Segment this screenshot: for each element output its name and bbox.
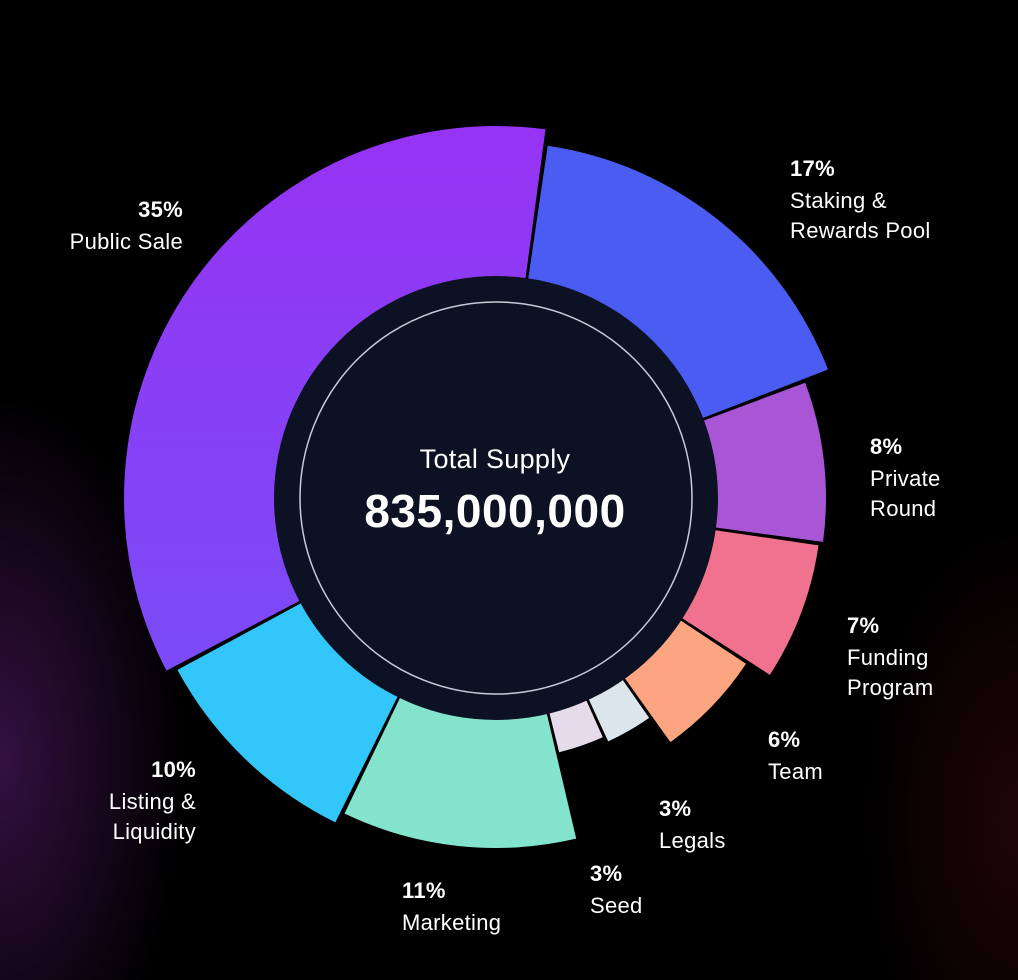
donut-slice-private-round: [696, 382, 826, 542]
donut-slice-staking-rewards-pool: [527, 145, 829, 421]
legend-label-team: 6% Team: [768, 725, 823, 787]
slice-percent: 17%: [790, 156, 835, 181]
legend-label-legals: 3% Legals: [659, 794, 726, 856]
slice-percent: 35%: [138, 197, 183, 222]
slice-percent: 11%: [402, 878, 446, 903]
legend-label-funding-program: 7% Funding Program: [847, 611, 933, 703]
legend-label-public-sale: 35% Public Sale: [70, 195, 183, 257]
slice-name: Staking & Rewards Pool: [790, 188, 931, 243]
center-disc: [274, 276, 718, 720]
slice-name: Team: [768, 759, 823, 784]
donut-slice-public-sale: [124, 126, 546, 671]
slice-name: Legals: [659, 828, 726, 853]
slice-percent: 10%: [151, 757, 196, 782]
total-supply-value: 835,000,000: [364, 485, 626, 537]
slice-percent: 7%: [847, 613, 880, 638]
slice-percent: 6%: [768, 727, 801, 752]
slice-percent: 8%: [870, 434, 903, 459]
slice-name: Funding Program: [847, 645, 934, 700]
donut-slice-marketing: [344, 690, 577, 848]
slice-name: Marketing: [402, 910, 502, 935]
slice-name: Seed: [590, 893, 643, 918]
slice-name: Listing & Liquidity: [108, 789, 196, 844]
legend-label-seed: 3% Seed: [590, 859, 643, 921]
legend-label-private-round: 8% Private Round: [870, 432, 941, 524]
center-ring: [299, 301, 693, 695]
legend-label-marketing: 11% Marketing: [402, 876, 501, 938]
slice-name: Public Sale: [69, 229, 183, 254]
legend-label-staking-rewards-pool: 17% Staking & Rewards Pool: [790, 154, 931, 246]
slice-percent: 3%: [659, 796, 692, 821]
donut-slice-funding-program: [675, 529, 819, 675]
slice-percent: 3%: [590, 861, 623, 886]
slice-name: Private Round: [870, 466, 941, 521]
legend-label-listing-liquidity: 10% Listing & Liquidity: [109, 755, 196, 847]
center-title: Total Supply: [419, 444, 571, 474]
